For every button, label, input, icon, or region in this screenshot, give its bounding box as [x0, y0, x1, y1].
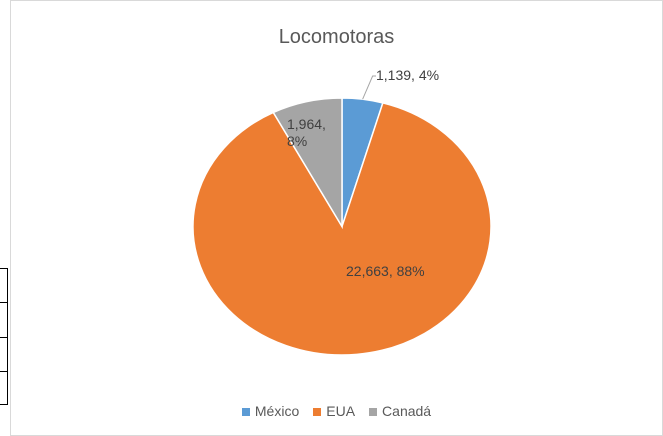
chart-title: Locomotoras	[278, 26, 395, 48]
table-edge	[0, 268, 8, 405]
legend: México EUA Canadá	[10, 403, 663, 419]
legend-swatch	[313, 408, 322, 416]
pie	[192, 75, 492, 356]
data-label: 22,663, 88%	[346, 263, 425, 279]
legend-swatch	[241, 408, 250, 416]
legend-item: Canadá	[369, 403, 431, 419]
data-label: 1,964, 8%	[287, 116, 326, 149]
data-label: 1,139, 4%	[376, 67, 440, 83]
pie-slice	[192, 102, 492, 356]
legend-item: México	[241, 403, 300, 419]
legend-item: EUA	[313, 403, 355, 419]
legend-swatch	[369, 408, 378, 416]
legend-label: Canadá	[382, 403, 432, 419]
legend-label: EUA	[326, 403, 356, 419]
leader-line	[362, 75, 376, 100]
pie-slice	[272, 97, 343, 230]
legend-label: México	[254, 403, 300, 419]
